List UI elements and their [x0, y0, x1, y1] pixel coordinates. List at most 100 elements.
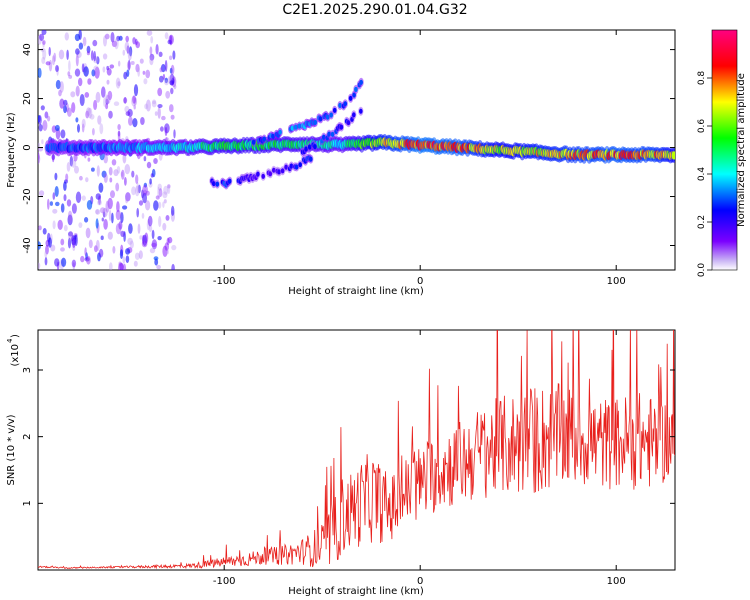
noise-blob [60, 238, 65, 246]
noise-blob [142, 192, 148, 204]
noise-blob [164, 242, 169, 251]
noise-blob [84, 92, 90, 98]
noise-blob [40, 105, 45, 111]
noise-blob [119, 263, 124, 270]
spectral-core [289, 163, 294, 169]
noise-blob [150, 173, 154, 178]
page-title: C2E1.2025.290.01.04.G32 [282, 2, 468, 18]
noise-blob [96, 165, 100, 177]
noise-blob [120, 171, 124, 177]
noise-blob [48, 237, 52, 248]
noise-blob [158, 51, 163, 57]
noise-blob [164, 32, 169, 40]
y-tick-label: 20 [22, 92, 33, 105]
noise-blob [67, 237, 72, 249]
noise-blob [117, 81, 121, 87]
colorbar-gradient [711, 29, 738, 271]
noise-blob [124, 177, 127, 186]
noise-blob [68, 74, 73, 79]
noise-blob [122, 256, 126, 264]
noise-blob [167, 236, 173, 244]
noise-blob [68, 60, 71, 72]
noise-blob [54, 172, 58, 181]
noise-blob [160, 126, 164, 132]
noise-blob [115, 223, 122, 235]
spectral-core [348, 95, 353, 101]
noise-blob [143, 182, 148, 188]
noise-blob [118, 221, 123, 230]
noise-blob [125, 111, 131, 116]
noise-blob [117, 130, 121, 137]
noise-blob [123, 97, 127, 104]
x-tick-label: -100 [213, 276, 236, 287]
spectral-core [290, 125, 295, 131]
noise-blob [70, 159, 77, 168]
noise-blob [139, 235, 143, 240]
spectral-core [313, 144, 317, 150]
noise-blob [166, 249, 169, 255]
noise-blob [49, 201, 54, 206]
noise-blob [64, 32, 70, 41]
noise-blob [108, 209, 112, 222]
noise-blob [88, 239, 93, 249]
noise-blob [47, 198, 50, 210]
noise-blob [129, 240, 134, 249]
y-tick-label: 2 [22, 433, 33, 439]
noise-blob [63, 181, 67, 191]
noise-blob [167, 39, 172, 45]
spectral-core [304, 146, 308, 152]
noise-blob [133, 104, 136, 110]
noise-blob [164, 123, 170, 134]
spectral-core [251, 139, 256, 145]
noise-blob [108, 166, 113, 176]
spectrogram-x-axis-label: Height of straight line (km) [288, 286, 424, 297]
noise-blob [59, 98, 65, 109]
noise-blob [84, 257, 90, 262]
x-tick-label: 0 [417, 276, 423, 287]
noise-blob [63, 194, 67, 202]
noise-blob [157, 104, 163, 108]
noise-blob [91, 167, 95, 172]
noise-blob [84, 247, 87, 257]
noise-blob [167, 184, 171, 189]
snr-scale-text: (x10 [10, 344, 21, 367]
spectrogram-panel: -100 0 100 -40 -20 0 20 40 Height of straight … [6, 29, 676, 297]
noise-blob [38, 152, 40, 161]
noise-blob [44, 111, 49, 119]
noise-blob [115, 77, 121, 89]
noise-blob [74, 68, 81, 77]
x-tick-label: 100 [607, 576, 626, 587]
noise-blob [163, 199, 167, 204]
noise-blob [151, 239, 158, 250]
noise-blob [101, 170, 107, 178]
spectral-core [359, 79, 364, 85]
noise-blob [67, 210, 73, 223]
colorbar-tick-label: 0.4 [697, 167, 707, 182]
colorbar-tick-label: 0.0 [697, 263, 707, 278]
noise-blob [38, 262, 41, 269]
noise-blob [108, 110, 113, 119]
colorbar-ticks: 0.0 0.2 0.4 0.6 0.8 [697, 71, 712, 278]
noise-blob [94, 245, 98, 253]
snr-scale-exponent: 4 [6, 338, 14, 343]
noise-blob [144, 103, 149, 110]
noise-blob [81, 63, 85, 73]
spectral-core [332, 107, 337, 113]
noise-blob [38, 124, 43, 132]
noise-blob [164, 60, 168, 72]
noise-blob [68, 230, 74, 241]
noise-blob [155, 44, 159, 55]
noise-blob [71, 102, 76, 114]
colorbar-tick-label: 0.2 [697, 215, 707, 229]
noise-blob [100, 235, 104, 241]
noise-blob [127, 48, 132, 61]
noise-blob [41, 139, 44, 145]
noise-blob [170, 87, 174, 95]
noise-blob [52, 192, 56, 200]
noise-blob [45, 61, 51, 66]
colorbar-label: Normalized spectral amplitude [736, 73, 747, 227]
spectral-core [256, 171, 260, 177]
noise-blob [123, 97, 128, 104]
noise-blob [166, 237, 170, 246]
noise-blob [66, 162, 71, 172]
